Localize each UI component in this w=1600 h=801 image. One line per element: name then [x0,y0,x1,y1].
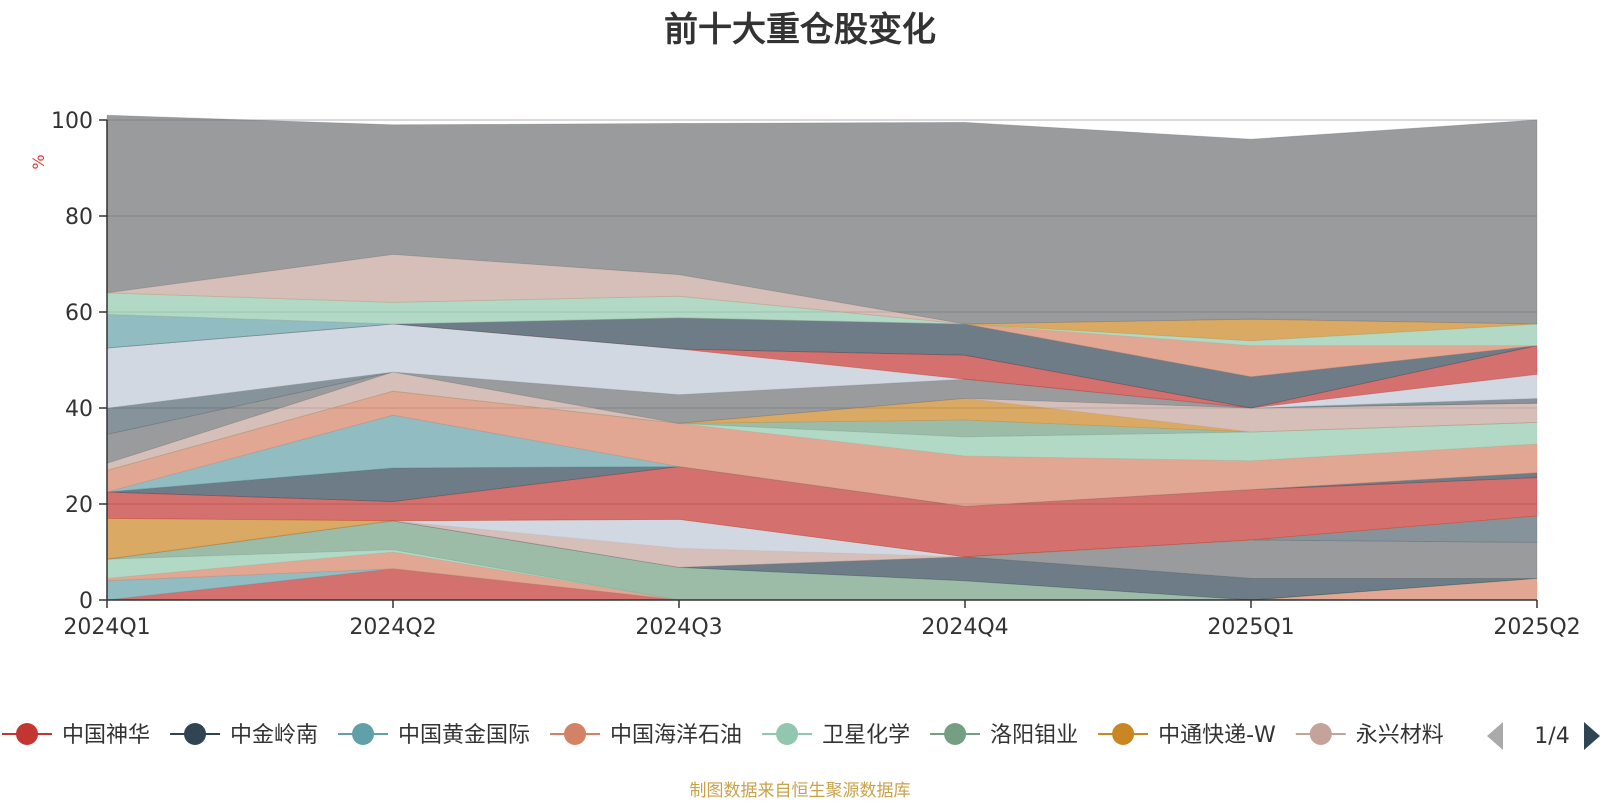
y-tick-label: 20 [65,493,93,518]
legend-item[interactable]: 洛阳钼业 [930,723,1078,748]
legend-prev-icon[interactable] [1487,722,1503,750]
legend-marker [1112,723,1135,745]
legend-page-indicator: 1/4 [1534,724,1569,749]
source-note: 制图数据来自恒生聚源数据库 [689,781,911,801]
legend-marker [352,723,375,745]
x-tick-label: 2024Q4 [921,615,1008,640]
area-series-12 [106,466,1538,507]
y-axis-label: % [29,154,48,169]
legend-item[interactable]: 卫星化学 [762,723,910,748]
y-tick-label: 100 [51,109,93,134]
area-series-24 [106,313,1538,378]
y-tick-label: 60 [65,301,93,326]
legend-label: 中国黄金国际 [398,723,530,748]
x-tick-label: 2024Q3 [635,615,722,640]
legend-marker [564,723,587,745]
x-tick-label: 2025Q2 [1493,615,1580,640]
legend-label: 永兴材料 [1356,723,1444,748]
legend-item[interactable]: 永兴材料 [1295,723,1444,748]
legend-label: 洛阳钼业 [990,723,1078,748]
legend-next-icon[interactable] [1584,722,1600,750]
area-series-22 [106,323,1538,409]
legend-label: 中国神华 [62,723,150,748]
area-series-7 [106,515,1538,568]
x-tick-label: 2025Q1 [1207,615,1294,640]
area-series-6 [106,520,1538,579]
legend-marker [1309,723,1332,745]
legend-marker [944,723,967,745]
legend-item[interactable]: 中国海洋石油 [550,723,742,748]
x-tick-label: 2024Q1 [63,615,150,640]
x-tick-label: 2024Q2 [349,615,436,640]
legend-marker [16,723,38,745]
y-tick-label: 80 [65,205,93,230]
legend-item[interactable]: 中国神华 [2,723,150,748]
legend-item[interactable]: 中国黄金国际 [338,723,530,748]
area-layer [106,114,1538,601]
area-series-29 [106,114,1538,325]
legend-marker [184,723,207,745]
y-tick-label: 0 [79,589,93,614]
legend-item[interactable]: 中通快递-W [1098,723,1276,748]
legend: 中国神华 中金岭南 中国黄金国际 中国海洋石油 卫星化学 洛阳钼业 中通快递-W 永兴材料 1/… [2,722,1600,750]
legend-label: 中国海洋石油 [610,723,742,748]
axes: 0 20 40 60 80 100 2024Q1 2024Q2 2024Q3 2024Q4 2025… [29,109,1581,640]
legend-items: 中国神华 中金岭南 中国黄金国际 中国海洋石油 卫星化学 洛阳钼业 中通快递-W 永兴材料 [2,723,1444,748]
y-tick-label: 40 [65,397,93,422]
legend-label: 卫星化学 [822,723,910,748]
legend-item[interactable]: 中金岭南 [170,723,318,748]
legend-marker [776,723,799,745]
chart-title: 前十大重仓股变化 [664,10,936,50]
legend-label: 中通快递-W [1158,723,1276,748]
legend-label: 中金岭南 [230,723,318,748]
